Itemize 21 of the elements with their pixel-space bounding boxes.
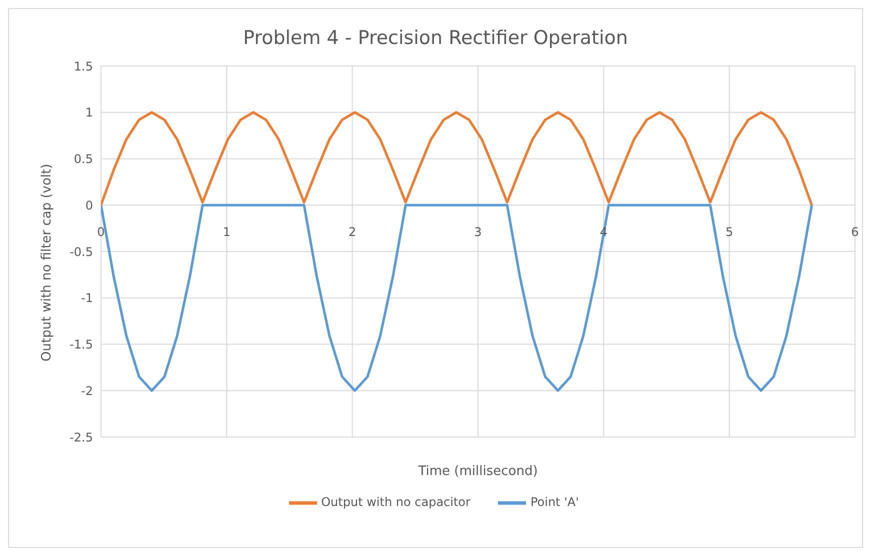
y-tick-label: -1 [81, 291, 93, 306]
y-tick-label: -1.5 [70, 338, 93, 352]
x-tick-label: 3 [474, 224, 482, 239]
y-tick-label: 0.5 [74, 152, 93, 166]
x-axis-title: Time (millisecond) [417, 464, 538, 479]
x-tick-label: 2 [348, 224, 356, 239]
y-tick-label: 0 [85, 198, 93, 212]
y-tick-label: -0.5 [70, 244, 93, 259]
x-tick-label: 6 [851, 224, 859, 239]
y-tick-label: 1.5 [74, 59, 93, 74]
line-series [101, 111, 814, 206]
y-tick-label: -2.5 [70, 430, 93, 444]
x-tick-label: 1 [222, 224, 230, 239]
legend-label: Output with no capacitor [321, 495, 470, 510]
chart-title: Problem 4 - Precision Rectifier Operation [242, 27, 629, 49]
legend-label: Point 'A' [530, 495, 579, 510]
y-tick-label: -2 [81, 384, 93, 398]
y-axis-title: Output with no filter cap (volt) [40, 164, 55, 362]
x-tick-label: 5 [726, 224, 734, 239]
x-tick-label: 0 [97, 224, 105, 239]
y-tick-label: 1 [85, 106, 93, 120]
